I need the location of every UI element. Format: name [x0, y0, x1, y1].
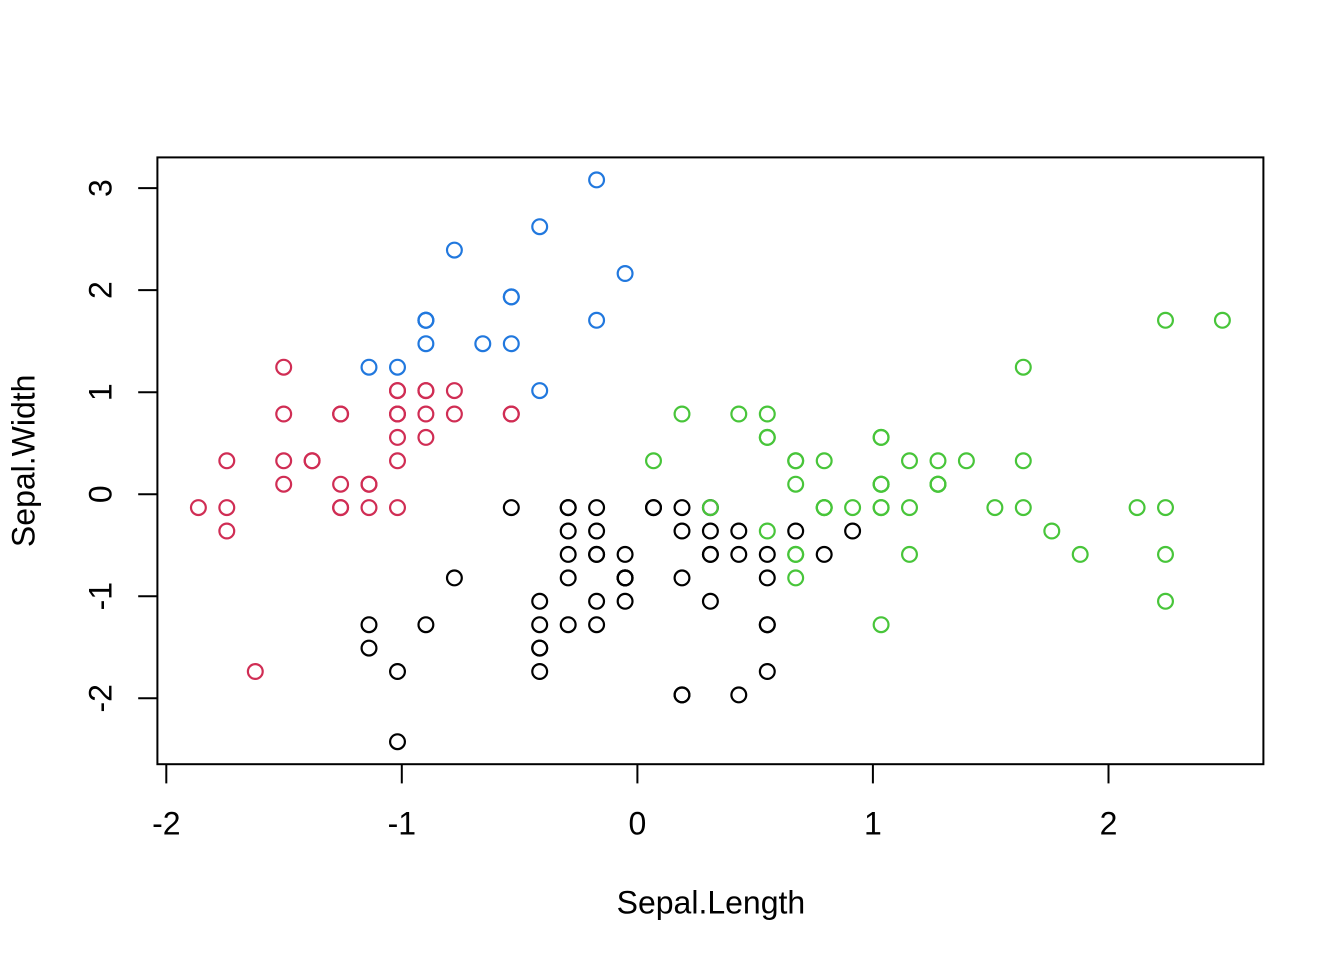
svg-text:1: 1	[83, 383, 119, 401]
svg-text:1: 1	[864, 806, 882, 842]
svg-text:Sepal.Width: Sepal.Width	[5, 375, 41, 548]
svg-text:-2: -2	[83, 684, 119, 712]
svg-text:3: 3	[83, 179, 119, 197]
svg-text:Sepal.Length: Sepal.Length	[617, 884, 806, 920]
svg-text:-1: -1	[83, 582, 119, 610]
svg-text:2: 2	[1100, 806, 1118, 842]
svg-text:0: 0	[83, 485, 119, 503]
svg-text:0: 0	[629, 806, 647, 842]
svg-text:2: 2	[83, 281, 119, 299]
svg-text:-2: -2	[152, 806, 180, 842]
svg-text:-1: -1	[388, 806, 416, 842]
